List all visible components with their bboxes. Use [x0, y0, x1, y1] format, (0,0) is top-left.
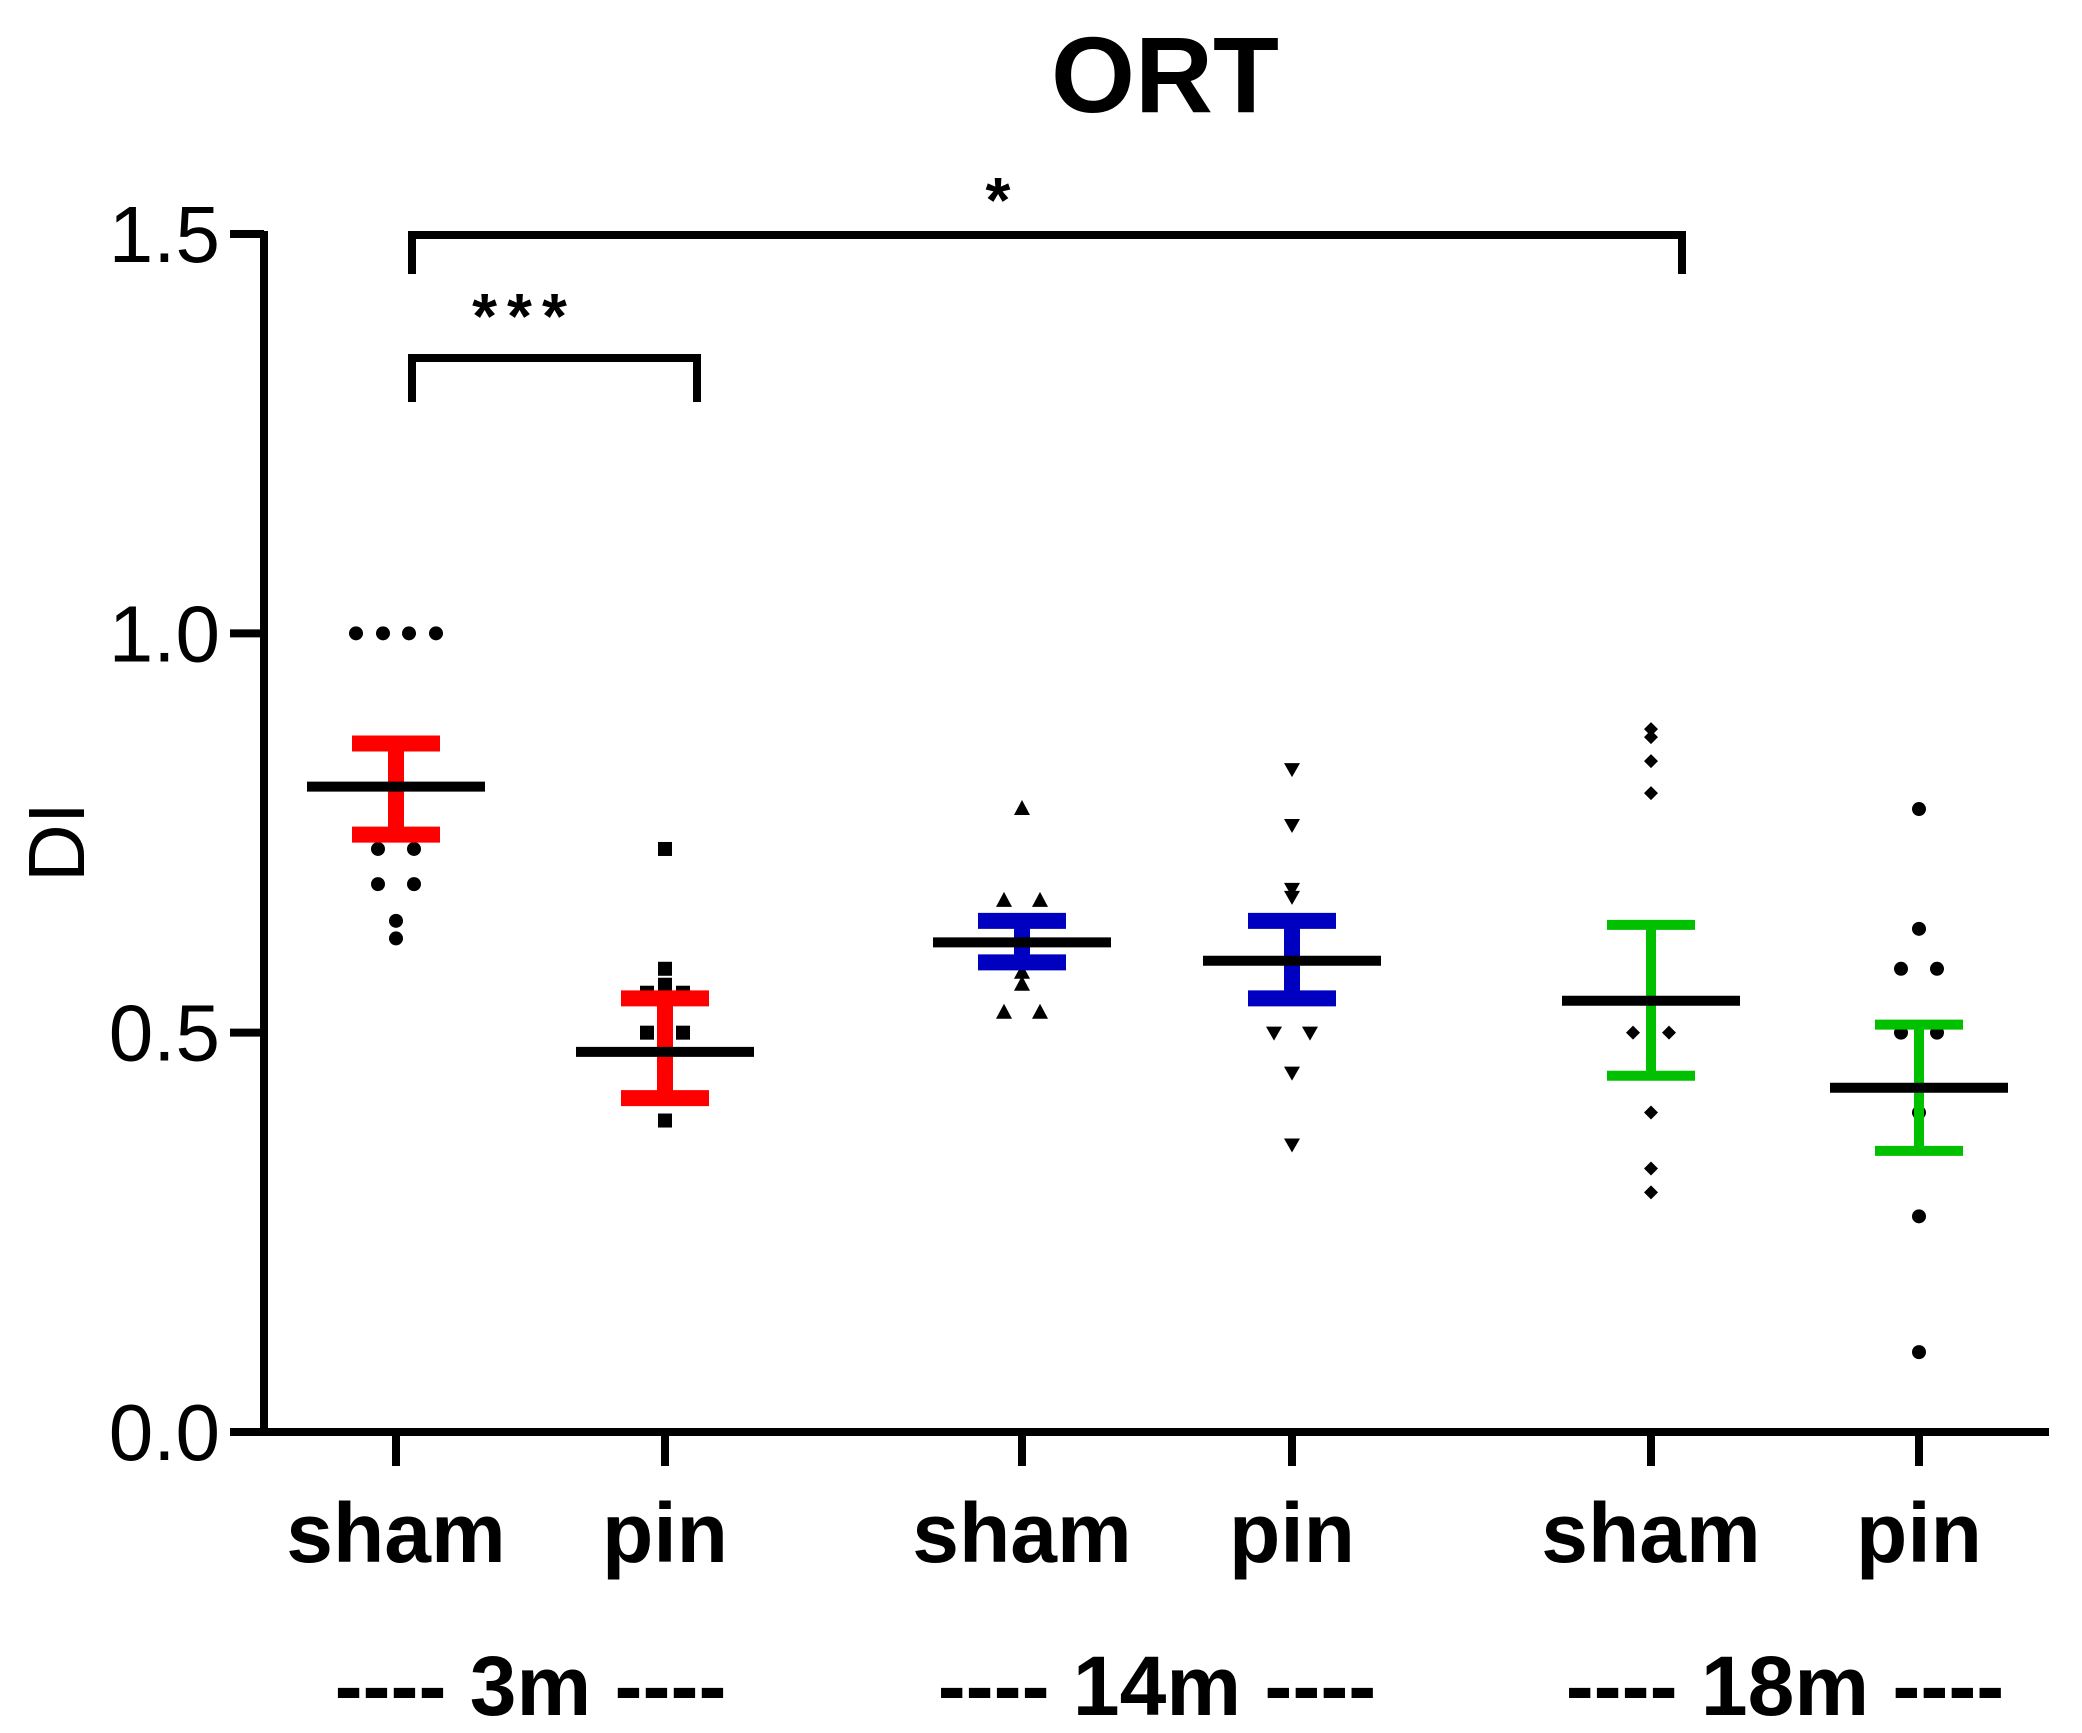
- data-point: [676, 1025, 690, 1040]
- group-label: ---- 18m ----: [1566, 1639, 2005, 1733]
- data-point: [1644, 786, 1658, 801]
- group-label: ---- 14m ----: [938, 1639, 1377, 1733]
- data-point: [1644, 754, 1658, 769]
- data-point: [1014, 963, 1030, 979]
- chart-title: ORT: [1051, 14, 1279, 135]
- data-point: [1930, 961, 1944, 976]
- data-point: [1014, 975, 1030, 991]
- x-tick-label: pin: [1229, 1486, 1355, 1580]
- data-point: [371, 841, 385, 856]
- data-point: [1302, 1026, 1318, 1041]
- significance-label: ***: [472, 280, 577, 352]
- data-point: [1284, 819, 1300, 834]
- data-point: [658, 841, 672, 856]
- data-point: [1644, 722, 1658, 737]
- data-point: [429, 626, 443, 641]
- y-axis-label: DI: [12, 802, 101, 882]
- data-point: [1644, 1105, 1658, 1120]
- data-point: [389, 913, 403, 928]
- data-point: [1284, 890, 1300, 905]
- data-point: [371, 877, 385, 892]
- data-point: [407, 877, 421, 892]
- data-point: [1644, 730, 1658, 745]
- data-point: [1644, 1185, 1658, 1200]
- data-point: [658, 1113, 672, 1128]
- data-point: [1284, 882, 1300, 897]
- data-point: [1284, 763, 1300, 778]
- data-point: [349, 626, 363, 641]
- data-point: [1912, 802, 1926, 817]
- data-point: [1912, 1345, 1926, 1360]
- data-point: [1032, 891, 1048, 907]
- data-point: [1014, 800, 1030, 816]
- group-label: ---- 3m ----: [335, 1639, 727, 1733]
- y-tick-label: 0.0: [109, 1388, 220, 1477]
- data-point: [1266, 1026, 1282, 1041]
- significance-bracket: [408, 354, 701, 402]
- data-point: [658, 977, 672, 992]
- data-point: [1284, 1066, 1300, 1081]
- data-point: [1912, 921, 1926, 936]
- x-tick-label: pin: [1856, 1486, 1982, 1580]
- data-point: [996, 1003, 1012, 1019]
- significance-label: *: [986, 164, 1021, 236]
- data-point: [640, 1025, 654, 1040]
- x-tick-label: sham: [1541, 1486, 1760, 1580]
- data-point: [407, 841, 421, 856]
- x-tick-label: pin: [602, 1486, 728, 1580]
- x-tick-label: sham: [912, 1486, 1131, 1580]
- data-point: [376, 626, 390, 641]
- data-point: [1284, 1138, 1300, 1153]
- data-point: [402, 626, 416, 641]
- data-point: [658, 961, 672, 976]
- y-tick-label: 1.5: [109, 190, 220, 279]
- data-point: [1894, 961, 1908, 976]
- data-point: [1032, 1003, 1048, 1019]
- data-point: [1626, 1025, 1640, 1040]
- data-point: [389, 931, 403, 946]
- significance-bracket: [408, 231, 1686, 274]
- data-point: [1912, 1209, 1926, 1224]
- data-point: [1662, 1025, 1676, 1040]
- x-tick-label: sham: [286, 1486, 505, 1580]
- data-point: [1644, 1161, 1658, 1176]
- y-tick-label: 1.0: [109, 589, 220, 678]
- data-point: [996, 891, 1012, 907]
- y-tick-label: 0.5: [109, 989, 220, 1078]
